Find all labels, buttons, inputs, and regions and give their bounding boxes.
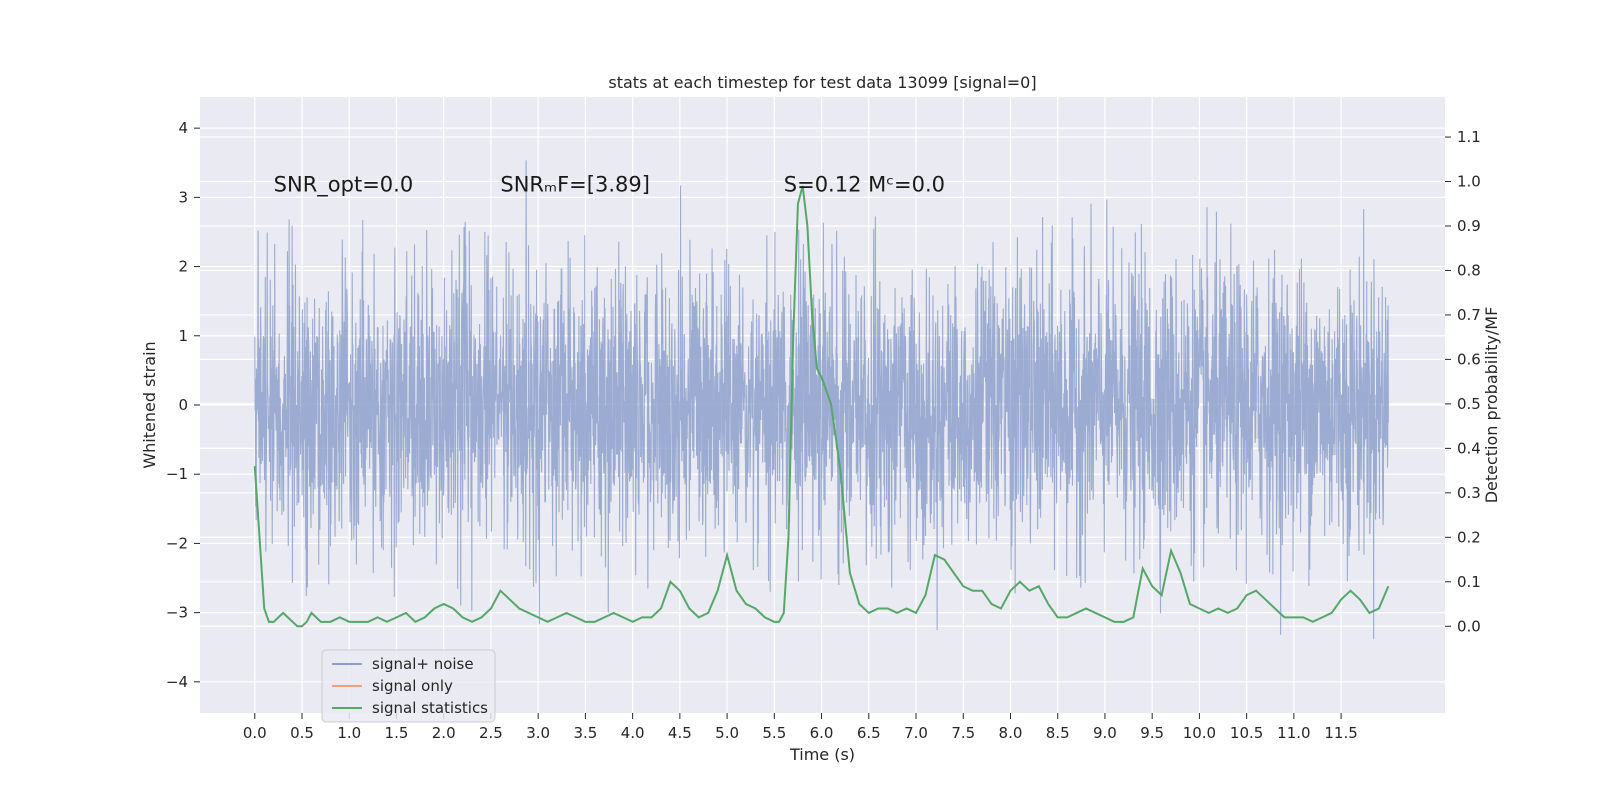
y2-tick-label: 0.6	[1457, 350, 1481, 368]
x-tick-label: 8.5	[1046, 724, 1070, 742]
y-tick-label: 1	[178, 327, 188, 345]
ticks: 0.0 0.5 1.0 1.5 2.0 2.5 3.0 3.5 4.0 4.5 5.0 5.5 6.0 6…	[166, 119, 1481, 742]
y-tick-label: 0	[178, 396, 188, 414]
y-tick-label: −3	[166, 604, 188, 622]
legend-entry-signal-statistics: signal statistics	[372, 699, 488, 717]
y2-tick-label: 0.0	[1457, 617, 1481, 635]
legend-box	[321, 649, 496, 723]
y-tick-label: −4	[166, 673, 188, 691]
y2-tick-label: 1.0	[1457, 173, 1481, 191]
annotation-snr-opt: SNR_opt=0.0	[274, 173, 414, 198]
x-tick-label: 9.5	[1140, 724, 1164, 742]
y-tick-label: 2	[178, 258, 188, 276]
annotation-s-mc: S=0.12 Mᶜ=0.0	[784, 173, 945, 197]
x-tick-label: 0.5	[290, 724, 314, 742]
y2-tick-label: 0.5	[1457, 395, 1481, 413]
y2-tick-label: 0.3	[1457, 484, 1481, 502]
signal-noise-trace	[254, 160, 1389, 640]
x-tick-label: 8.0	[999, 724, 1023, 742]
y-tick-label: −1	[166, 465, 188, 483]
x-tick-label: 7.0	[904, 724, 928, 742]
signal-statistics-line	[253, 185, 1390, 628]
x-tick-label: 10.5	[1230, 724, 1263, 742]
x-tick-label: 7.5	[951, 724, 975, 742]
x-tick-label: 3.0	[526, 724, 550, 742]
y-tick-label: 4	[178, 119, 188, 137]
legend: signal+ noise signal only signal statist…	[321, 649, 496, 723]
y2-tick-label: 0.2	[1457, 528, 1481, 546]
y2-tick-label: 0.1	[1457, 573, 1481, 591]
x-tick-label: 0.0	[243, 724, 267, 742]
y2-tick-label: 0.8	[1457, 261, 1481, 279]
y2-tick-label: 0.9	[1457, 217, 1481, 235]
y2-tick-label: 0.7	[1457, 306, 1481, 324]
y-tick-label: −2	[166, 534, 188, 552]
legend-entry-signal-noise: signal+ noise	[372, 655, 474, 673]
annotation-snr-mf: SNRₘF=[3.89]	[500, 173, 650, 197]
y-axis-label: Whitened strain	[140, 341, 159, 468]
x-tick-label: 2.5	[479, 724, 503, 742]
x-tick-label: 10.0	[1183, 724, 1216, 742]
y2-tick-label: 1.1	[1457, 128, 1481, 146]
x-tick-label: 2.0	[432, 724, 456, 742]
x-tick-label: 11.5	[1324, 724, 1357, 742]
series-signal-statistics	[253, 185, 1390, 628]
x-tick-label: 6.0	[810, 724, 834, 742]
series-signal-noise	[254, 160, 1389, 640]
x-tick-label: 4.0	[621, 724, 645, 742]
x-tick-label: 4.5	[668, 724, 692, 742]
x-tick-label: 9.0	[1093, 724, 1117, 742]
x-tick-label: 1.5	[385, 724, 409, 742]
x-tick-label: 5.5	[762, 724, 786, 742]
x-tick-label: 1.0	[337, 724, 361, 742]
y2-tick-label: 0.4	[1457, 439, 1481, 457]
x-tick-label: 6.5	[857, 724, 881, 742]
chart-title: stats at each timestep for test data 130…	[608, 73, 1036, 92]
annotations: SNR_opt=0.0 SNRₘF=[3.89] S=0.12 Mᶜ=0.0	[274, 173, 945, 198]
x-axis-label: Time (s)	[789, 745, 855, 764]
y2-axis-label: Detection probability/MF	[1482, 307, 1501, 504]
y-tick-label: 3	[178, 188, 188, 206]
x-tick-label: 3.5	[573, 724, 597, 742]
x-tick-label: 11.0	[1277, 724, 1310, 742]
legend-entry-signal-only: signal only	[372, 677, 453, 695]
x-tick-label: 5.0	[715, 724, 739, 742]
